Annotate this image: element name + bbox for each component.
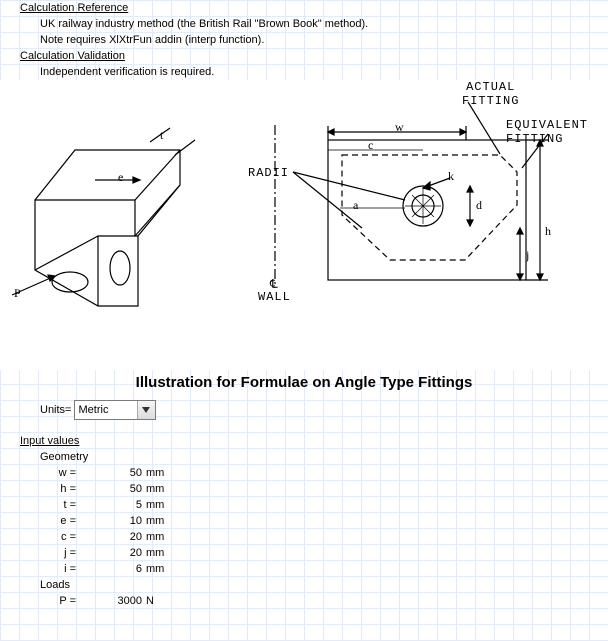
note-ref2: Note requires XlXtrFun addin (interp fun… (0, 32, 608, 48)
param-value[interactable]: 5 (78, 499, 144, 511)
param-row-c: c = 20 mm (0, 529, 608, 545)
param-unit: mm (144, 467, 184, 479)
label-fitting1: FITTING (462, 94, 519, 108)
label-cl: ℄ (270, 277, 278, 292)
heading-input-values-text: Input values (20, 435, 79, 447)
param-value[interactable]: 50 (78, 483, 144, 495)
param-unit: mm (144, 499, 184, 511)
param-unit: mm (144, 563, 184, 575)
param-label: e = (0, 515, 78, 527)
dim-t: t (160, 128, 163, 143)
param-value[interactable]: 6 (78, 563, 144, 575)
param-label: h = (0, 483, 78, 495)
dim-a: a (353, 198, 358, 213)
param-unit: N (144, 595, 184, 607)
dim-k: k (448, 169, 454, 184)
param-label: i = (0, 563, 78, 575)
label-actual-fitting: ACTUAL FITTING (462, 80, 519, 108)
dim-d: d (476, 198, 482, 213)
param-row-w: w = 50 mm (0, 465, 608, 481)
heading-calc-ref: Calculation Reference (0, 0, 608, 16)
heading-calc-val: Calculation Validation (0, 48, 608, 64)
param-value[interactable]: 20 (78, 547, 144, 559)
diagram-area: P t e RADII WALL ℄ w c a k d h j ACTUAL … (0, 80, 608, 370)
heading-geometry: Geometry (0, 449, 608, 465)
param-row-j: j = 20 mm (0, 545, 608, 561)
param-label: P = (0, 595, 78, 607)
label-equiv-fitting: EQUIVALENT FITTING (506, 118, 588, 146)
heading-calc-val-text: Calculation Validation (20, 50, 125, 62)
note-val1: Independent verification is required. (0, 64, 608, 80)
param-label: w = (0, 467, 78, 479)
dim-j: j (526, 248, 529, 263)
heading-input-values: Input values (0, 433, 608, 449)
label-radii: RADII (248, 166, 289, 180)
param-label: j = (0, 547, 78, 559)
param-unit: mm (144, 531, 184, 543)
param-unit: mm (144, 515, 184, 527)
param-unit: mm (144, 483, 184, 495)
units-dropdown[interactable]: Metric (74, 400, 156, 420)
figure-title: Illustration for Formulae on Angle Type … (0, 374, 608, 391)
page-content: Calculation Reference UK railway industr… (0, 0, 608, 609)
param-label: t = (0, 499, 78, 511)
heading-calc-ref-text: Calculation Reference (20, 2, 128, 14)
heading-loads: Loads (0, 577, 608, 593)
label-equivalent: EQUIVALENT (506, 118, 588, 132)
param-unit: mm (144, 547, 184, 559)
label-wall: WALL (258, 290, 291, 304)
param-row-e: e = 10 mm (0, 513, 608, 529)
units-row: Units= Metric (0, 399, 608, 421)
label-fitting2: FITTING (506, 132, 563, 146)
units-label: Units= (40, 404, 72, 416)
param-value[interactable]: 20 (78, 531, 144, 543)
dim-P: P (14, 286, 21, 301)
dim-e: e (118, 170, 123, 185)
note-ref1: UK railway industry method (the British … (0, 16, 608, 32)
dim-c: c (368, 138, 373, 153)
label-actual: ACTUAL (466, 80, 515, 94)
dim-w: w (395, 120, 404, 135)
param-value[interactable]: 3000 (78, 595, 144, 607)
param-row-h: h = 50 mm (0, 481, 608, 497)
dim-h: h (545, 224, 551, 239)
units-value: Metric (79, 404, 109, 416)
param-row-P: P = 3000 N (0, 593, 608, 609)
param-label: c = (0, 531, 78, 543)
param-value[interactable]: 50 (78, 467, 144, 479)
param-row-i: i = 6 mm (0, 561, 608, 577)
param-value[interactable]: 10 (78, 515, 144, 527)
param-row-t: t = 5 mm (0, 497, 608, 513)
chevron-down-icon (137, 401, 155, 419)
